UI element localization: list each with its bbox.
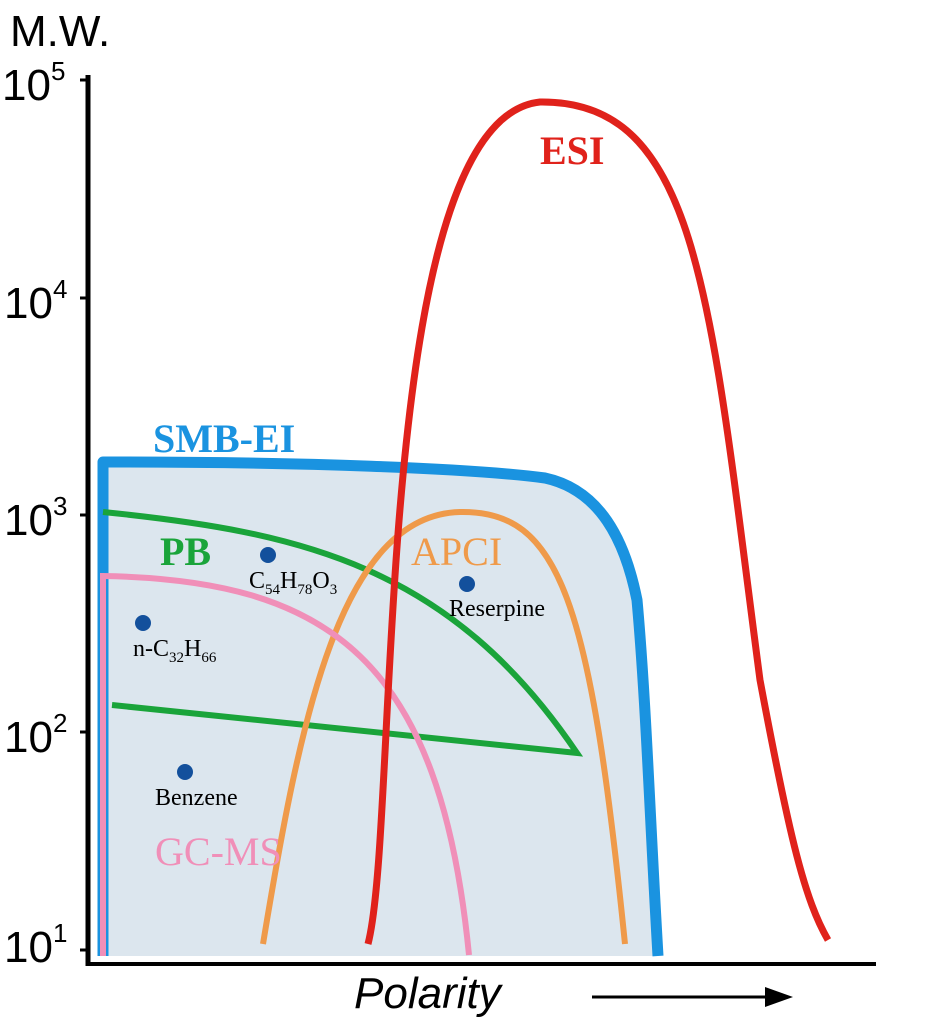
c54-marker: [260, 547, 276, 563]
y-tick-label-1e4: 104: [4, 274, 67, 328]
esi-label: ESI: [540, 128, 605, 173]
apci-label: APCI: [411, 529, 502, 574]
benzene-label: Benzene: [155, 785, 238, 811]
gc-ms-label: GC-MS: [155, 829, 282, 874]
pb-label: PB: [160, 529, 211, 574]
smb-ei-region-fill: [103, 462, 658, 956]
y-axis-label: M.W.: [10, 7, 110, 56]
reserpine-label: Reserpine: [449, 596, 545, 622]
esi-region-outline: [364, 98, 832, 945]
apci-region-outline: [260, 508, 628, 945]
y-tick-label-1e5: 105: [2, 56, 65, 110]
reserpine-marker: [459, 576, 475, 592]
y-tick-label-1e2: 102: [4, 708, 67, 762]
c54-label: C54H78O3: [249, 568, 337, 598]
polarity-arrow-head: [765, 987, 793, 1007]
y-tick-label-1e3: 103: [4, 491, 67, 545]
benzene-marker: [177, 764, 193, 780]
nc32-marker: [135, 615, 151, 631]
gc-ms-region-outline: [100, 572, 472, 956]
x-axis-label: Polarity: [354, 969, 504, 1018]
smb-ei-region-outline: [97, 456, 664, 957]
smb-ei-label: SMB-EI: [153, 416, 295, 461]
pb-region-outline: [102, 509, 584, 757]
nc32-label: n-C32H66: [133, 636, 217, 666]
y-tick-label-1e1: 101: [4, 918, 67, 972]
